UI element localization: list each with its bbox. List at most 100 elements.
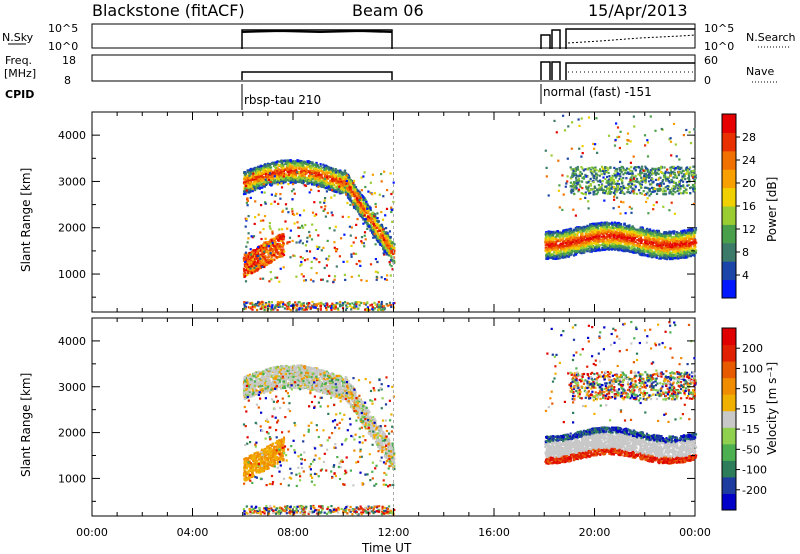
echo-cell	[366, 227, 369, 230]
echo-cell	[245, 245, 248, 248]
echo-cell	[290, 163, 293, 167]
freq-trace-1	[241, 71, 393, 80]
echo-cell	[586, 244, 589, 247]
echo-cell	[245, 219, 248, 222]
echo-cell	[264, 175, 267, 178]
echo-cell	[331, 302, 334, 305]
echo-cell	[358, 260, 361, 263]
echo-cell	[656, 254, 659, 257]
echo-cell	[310, 166, 313, 169]
echo-cell	[336, 302, 339, 305]
echo-cell	[299, 264, 302, 267]
echo-cell	[320, 301, 323, 304]
echo-cell	[275, 237, 278, 240]
echo-cell	[306, 164, 309, 167]
echo-cell	[676, 236, 679, 239]
echo-cell	[255, 263, 258, 266]
echo-cell	[282, 169, 285, 172]
echo-cell	[298, 164, 301, 167]
echo-cell	[382, 241, 385, 244]
echo-cell	[370, 214, 374, 218]
echo-cell	[613, 247, 616, 250]
echo-cell	[244, 177, 247, 180]
echo-cell	[333, 275, 337, 278]
echo-cell	[262, 219, 265, 222]
echo-cell	[371, 173, 374, 176]
echo-cell	[243, 269, 246, 272]
echo-cell	[566, 255, 570, 258]
echo-cell	[598, 235, 601, 238]
echo-cell	[266, 177, 269, 180]
echo-cell	[260, 177, 263, 180]
echo-cell	[646, 243, 650, 246]
echo-cell	[369, 207, 372, 210]
echo-cell	[309, 278, 313, 281]
echo-cell	[249, 168, 252, 171]
echo-cell	[258, 179, 261, 182]
echo-cell	[260, 253, 263, 256]
echo-cell	[244, 184, 248, 188]
echo-cell	[288, 236, 292, 239]
echo-cell	[332, 178, 335, 181]
echo-cell	[263, 265, 266, 269]
echo-cell	[386, 249, 389, 252]
echo-cell	[549, 237, 552, 240]
echo-cell	[304, 179, 307, 183]
echo-cell	[636, 247, 639, 250]
echo-cell	[323, 168, 326, 171]
echo-cell	[302, 173, 305, 176]
echo-cell	[328, 170, 331, 173]
echo-cell	[331, 183, 334, 186]
echo-cell	[562, 240, 565, 243]
echo-cell	[298, 159, 301, 162]
echo-cell	[390, 259, 393, 262]
echo-cell	[247, 255, 250, 258]
echo-cell	[265, 183, 268, 186]
echo-cell	[254, 200, 257, 203]
echo-cell	[305, 306, 308, 309]
echo-cell	[383, 244, 386, 247]
echo-cell	[257, 248, 260, 251]
echo-cell	[330, 196, 333, 199]
echo-cell	[376, 260, 379, 264]
echo-cell	[244, 260, 247, 263]
echo-cell	[679, 233, 682, 236]
echo-cell	[369, 181, 372, 184]
echo-cell	[615, 227, 618, 230]
echo-cell	[281, 234, 284, 238]
echo-cell	[297, 159, 300, 162]
echo-cell	[253, 222, 256, 225]
echo-cell	[303, 177, 306, 180]
echo-cell	[585, 248, 588, 251]
echo-cell	[552, 256, 555, 259]
echo-cell	[242, 273, 245, 276]
echo-cell	[279, 159, 283, 162]
echo-cell	[327, 305, 330, 309]
echo-cell	[252, 235, 256, 238]
echo-cell	[352, 252, 355, 255]
echo-cell	[382, 305, 386, 308]
echo-cell	[367, 190, 370, 193]
echo-cell	[315, 180, 318, 184]
echo-cell	[324, 180, 327, 183]
echo-cell	[268, 303, 271, 306]
echo-cell	[330, 173, 333, 176]
echo-cell	[393, 247, 396, 250]
echo-cell	[294, 172, 297, 176]
echo-cell	[338, 255, 341, 258]
echo-cell	[246, 174, 249, 177]
echo-cell	[247, 215, 250, 218]
echo-cell	[274, 248, 277, 251]
echo-cell	[277, 303, 280, 306]
echo-cell	[386, 237, 390, 240]
echo-cell	[626, 245, 629, 248]
echo-cell	[302, 308, 305, 311]
echo-cell	[343, 176, 346, 179]
echo-cell	[350, 200, 353, 203]
echo-cell	[328, 168, 331, 171]
echo-cell	[263, 215, 267, 218]
echo-cell	[685, 255, 688, 258]
echo-cell	[266, 242, 269, 245]
echo-cell	[262, 178, 266, 181]
echo-cell	[302, 302, 305, 305]
